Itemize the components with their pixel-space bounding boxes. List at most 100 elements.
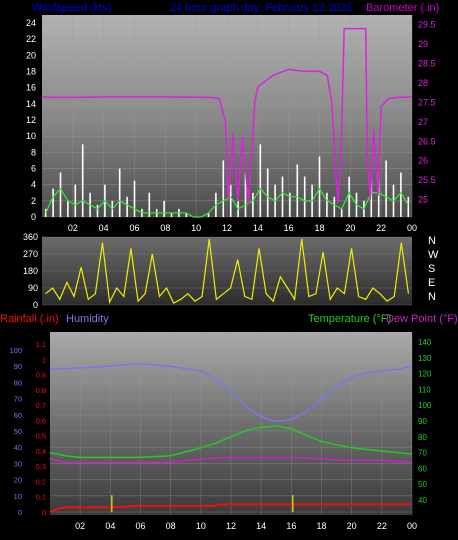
hour-tick-label: 12: [222, 223, 232, 233]
temperature-axis-title: Temperature (°F): [308, 313, 391, 325]
windspeed-tick-label: 8: [31, 147, 36, 157]
humidity-tick-label: 60: [14, 411, 22, 420]
rainfall-tick-label: 1: [42, 355, 46, 364]
windspeed-tick-label: 22: [26, 34, 36, 44]
barometer-tick-labels: 25 25.5 26 26.5 27 27.5 28 28.5 29 29.5: [418, 20, 436, 205]
windspeed-tick-label: 6: [31, 164, 36, 174]
hour-tick-label: 14: [253, 223, 263, 233]
temperature-tick-label: 40: [418, 496, 427, 505]
humidity-axis-title: Humidity: [66, 313, 109, 325]
hour-tick-labels: 02 04 06 08 10 12 14 16 18 20 22 00: [68, 223, 417, 233]
compass-label: W: [428, 249, 439, 261]
humidity-line: [49, 363, 413, 423]
windspeed-tick-label: 24: [26, 18, 36, 28]
windspeed-tick-label: 12: [26, 115, 36, 125]
wind-speed-bars: [44, 144, 410, 217]
hour-tick-label: 02: [68, 223, 78, 233]
dewpoint-axis-title: Dew Point (°F): [386, 313, 458, 325]
hour-tick-label: 16: [284, 223, 294, 233]
windspeed-tick-label: 10: [26, 131, 36, 141]
rainfall-tick-label: 0.6: [36, 416, 46, 425]
humidity-tick-label: 100: [9, 346, 22, 355]
direction-degree-label: 90: [28, 283, 38, 293]
direction-degree-label: 180: [23, 266, 38, 276]
hour-tick-label: 04: [105, 521, 115, 531]
barometer-tick-label: 26.5: [418, 136, 436, 146]
rainfall-tick-label: 0: [42, 508, 46, 517]
rainfall-tick-label: 0.9: [36, 371, 46, 380]
hour-tick-label: 16: [286, 521, 296, 531]
compass-label: E: [428, 277, 435, 289]
temperature-tick-label: 120: [418, 370, 432, 379]
temperature-tick-label: 90: [418, 417, 427, 426]
direction-degree-label: 270: [23, 249, 38, 259]
direction-degree-label: 0: [33, 300, 38, 310]
barometer-axis-title: Barometer (.in): [366, 2, 439, 14]
temperature-tick-label: 110: [418, 385, 431, 394]
hour-tick-label: 06: [129, 223, 139, 233]
hour-tick-label: 06: [135, 521, 145, 531]
compass-label: N: [428, 291, 436, 303]
hour-tick-label: 10: [191, 223, 201, 233]
windspeed-tick-label: 4: [31, 180, 36, 190]
windspeed-tick-label: 16: [26, 83, 36, 93]
hour-tick-label: 04: [99, 223, 109, 233]
temperature-tick-labels: 140 130 120 110 100 90 80 70 60 50 40: [418, 338, 432, 505]
climate-panel-gridlines: [50, 332, 413, 515]
humidity-tick-label: 90: [14, 362, 22, 371]
hour-tick-label: 22: [376, 223, 386, 233]
rainfall-tick-label: 0.5: [36, 432, 46, 441]
hour-tick-labels-bottom: 02 04 06 08 10 12 14 16 18 20 22 00: [75, 521, 417, 531]
temperature-tick-label: 140: [418, 338, 432, 347]
temperature-tick-label: 80: [418, 433, 427, 442]
rainfall-tick-label: 0.4: [36, 447, 46, 456]
humidity-tick-label: 30: [14, 459, 22, 468]
windspeed-tick-label: 18: [26, 67, 36, 77]
windspeed-tick-label: 20: [26, 50, 36, 60]
barometer-tick-label: 28.5: [418, 59, 436, 69]
wind-direction-trace: [45, 238, 410, 305]
hour-tick-label: 22: [377, 521, 387, 531]
hour-tick-label: 00: [407, 521, 417, 531]
barometer-tick-label: 28: [418, 78, 428, 88]
temperature-tick-label: 50: [418, 480, 427, 489]
barometer-tick-label: 29.5: [418, 20, 436, 30]
dewpoint-line: [49, 456, 413, 463]
humidity-tick-label: 80: [14, 378, 22, 387]
rainfall-tick-label: 1.1: [36, 340, 46, 349]
hour-tick-label: 08: [160, 223, 170, 233]
barometer-tick-label: 25: [418, 195, 428, 205]
direction-degree-label: 360: [23, 232, 38, 242]
rainfall-line: [49, 503, 412, 513]
temperature-tick-label: 70: [418, 449, 427, 458]
humidity-tick-label: 50: [14, 427, 22, 436]
barometer-tick-label: 27: [418, 117, 428, 127]
hour-tick-label: 14: [256, 521, 266, 531]
temperature-tick-label: 100: [418, 401, 432, 410]
barometer-tick-label: 26: [418, 156, 428, 166]
humidity-tick-label: 20: [14, 476, 22, 485]
rainfall-tick-label: 0.3: [36, 462, 46, 471]
humidity-tick-label: 10: [14, 492, 22, 501]
hour-tick-label: 18: [316, 521, 326, 531]
windspeed-tick-label: 2: [31, 196, 36, 206]
barometer-line: [41, 27, 413, 204]
barometer-tick-label: 27.5: [418, 97, 436, 107]
windspeed-tick-label: 0: [31, 212, 36, 222]
humidity-tick-label: 0: [18, 508, 22, 517]
rainfall-axis-title: Rainfall (.in): [0, 313, 59, 325]
windspeed-axis-title: Windspeed (kts): [32, 2, 111, 14]
hour-tick-label: 10: [196, 521, 206, 531]
compass-label: N: [428, 235, 436, 247]
hour-tick-label: 20: [345, 223, 355, 233]
rainfall-tick-labels: 1.1 1 0.9 0.8 0.7 0.6 0.5 0.4 0.3 0.2 0.1 0: [36, 340, 46, 517]
rainfall-tick-label: 0.7: [36, 401, 46, 410]
hour-tick-label: 00: [407, 223, 417, 233]
